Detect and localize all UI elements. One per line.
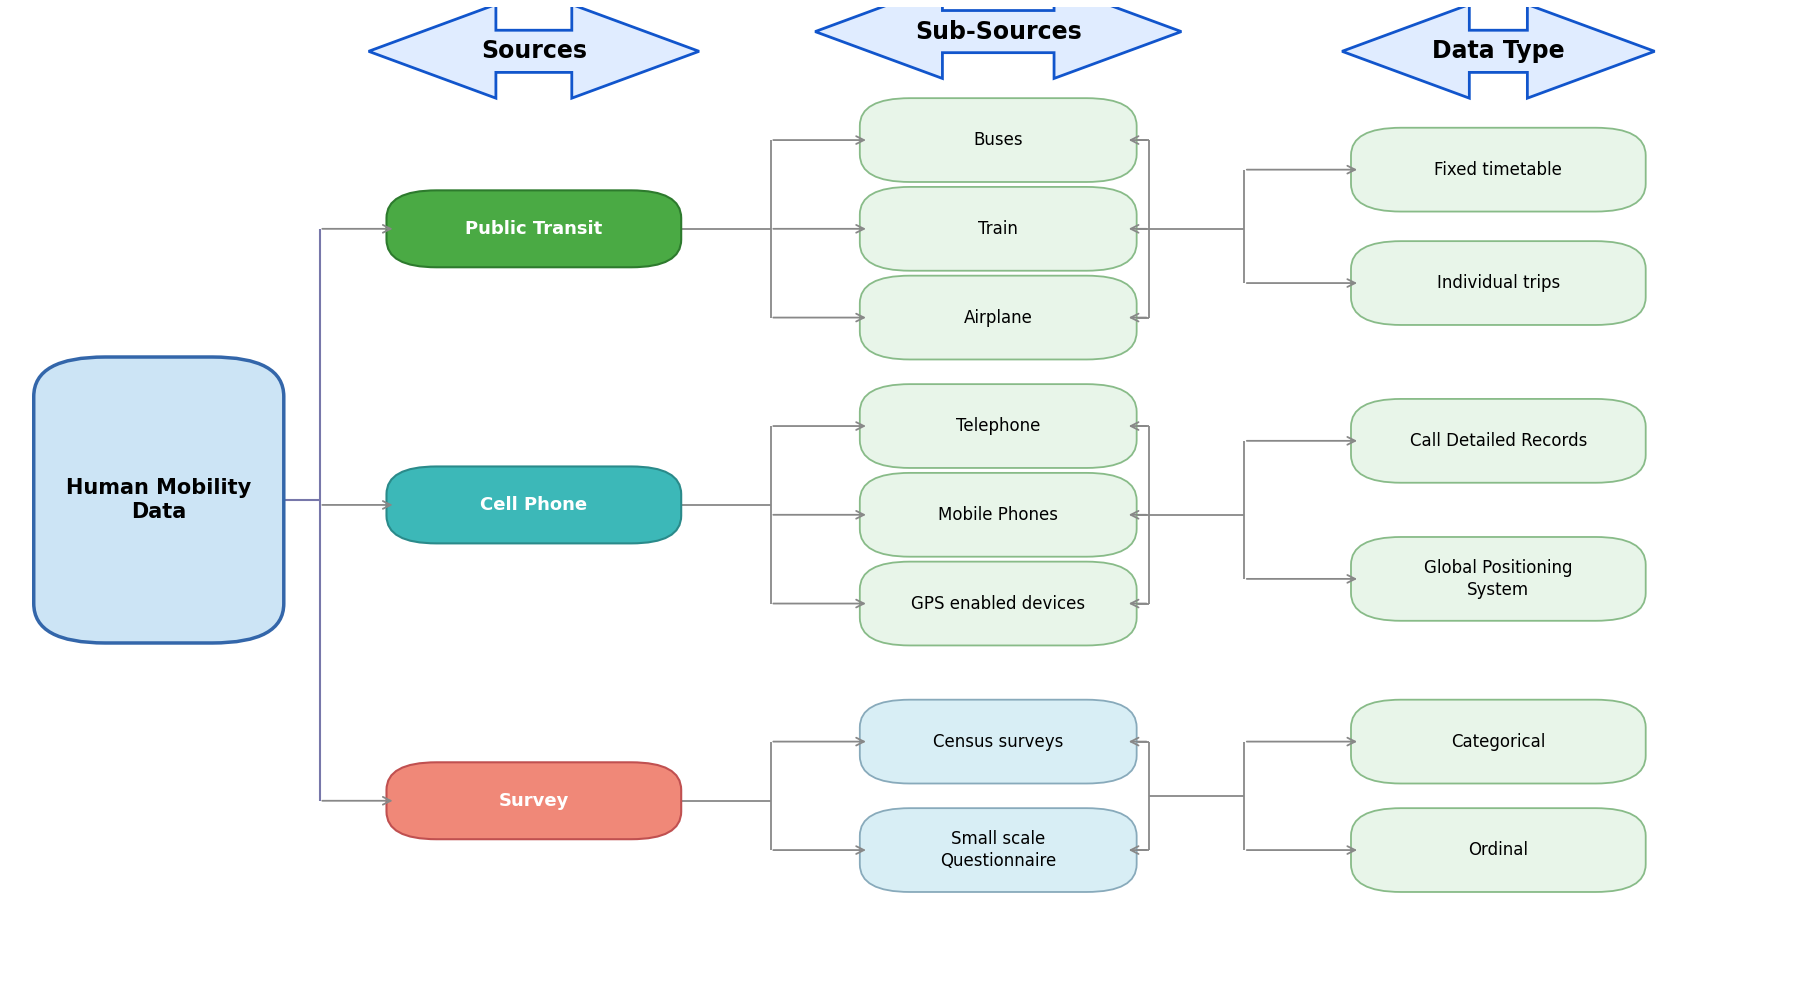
FancyBboxPatch shape	[860, 808, 1136, 892]
FancyBboxPatch shape	[860, 700, 1136, 784]
Text: Categorical: Categorical	[1451, 733, 1546, 751]
Text: Sub-Sources: Sub-Sources	[914, 20, 1082, 44]
Text: Individual trips: Individual trips	[1436, 274, 1561, 292]
Polygon shape	[1343, 4, 1654, 98]
Text: Buses: Buses	[974, 131, 1022, 149]
Text: GPS enabled devices: GPS enabled devices	[911, 595, 1085, 613]
FancyBboxPatch shape	[860, 562, 1136, 645]
Text: Fixed timetable: Fixed timetable	[1435, 161, 1562, 179]
FancyBboxPatch shape	[860, 98, 1136, 182]
FancyBboxPatch shape	[1352, 537, 1645, 621]
Text: Ordinal: Ordinal	[1469, 841, 1528, 859]
Text: Human Mobility
Data: Human Mobility Data	[67, 478, 252, 522]
FancyBboxPatch shape	[860, 276, 1136, 359]
FancyBboxPatch shape	[1352, 128, 1645, 212]
Polygon shape	[815, 0, 1181, 78]
Text: Train: Train	[977, 220, 1019, 238]
Text: Sources: Sources	[481, 39, 587, 63]
FancyBboxPatch shape	[860, 384, 1136, 468]
Text: Small scale
Questionnaire: Small scale Questionnaire	[940, 830, 1057, 870]
Text: Cell Phone: Cell Phone	[481, 496, 587, 514]
Text: Telephone: Telephone	[956, 417, 1040, 435]
FancyBboxPatch shape	[1352, 241, 1645, 325]
Text: Airplane: Airplane	[963, 309, 1033, 327]
Text: Mobile Phones: Mobile Phones	[938, 506, 1058, 524]
FancyBboxPatch shape	[34, 357, 284, 643]
FancyBboxPatch shape	[387, 466, 680, 543]
FancyBboxPatch shape	[1352, 808, 1645, 892]
FancyBboxPatch shape	[860, 473, 1136, 557]
Text: Survey: Survey	[499, 792, 569, 810]
FancyBboxPatch shape	[860, 187, 1136, 271]
FancyBboxPatch shape	[387, 762, 680, 839]
Polygon shape	[369, 4, 698, 98]
Text: Global Positioning
System: Global Positioning System	[1424, 559, 1573, 599]
FancyBboxPatch shape	[387, 190, 680, 267]
Text: Call Detailed Records: Call Detailed Records	[1409, 432, 1588, 450]
Text: Data Type: Data Type	[1433, 39, 1564, 63]
Text: Census surveys: Census surveys	[932, 733, 1064, 751]
FancyBboxPatch shape	[1352, 700, 1645, 784]
FancyBboxPatch shape	[1352, 399, 1645, 483]
Text: Public Transit: Public Transit	[464, 220, 603, 238]
